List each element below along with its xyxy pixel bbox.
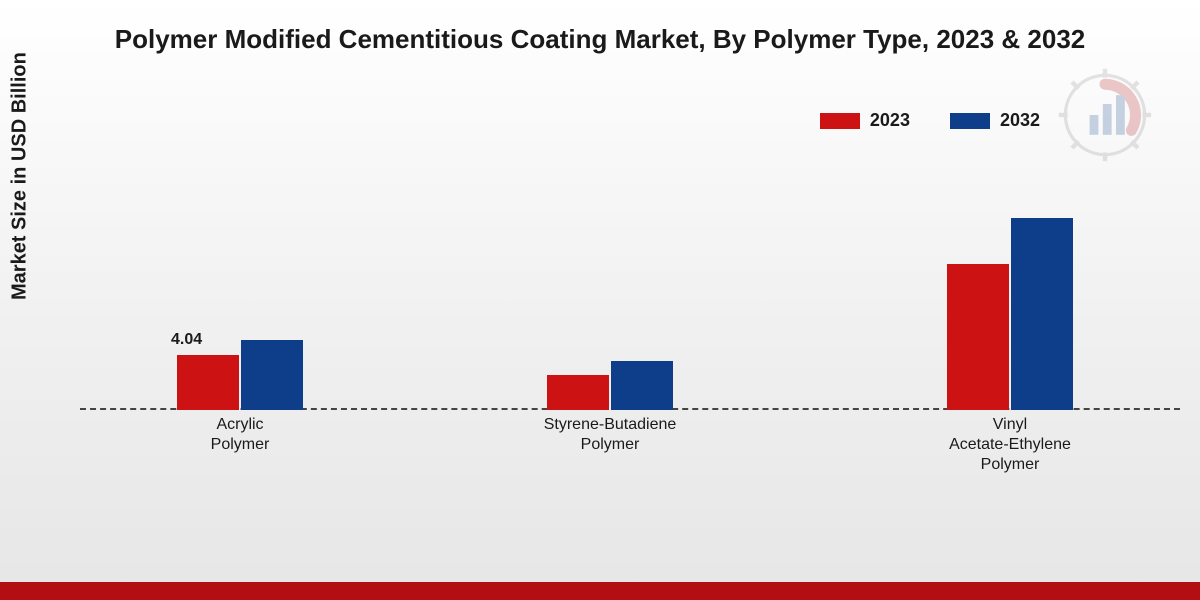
xlabel-line: Polymer	[211, 436, 270, 453]
xlabel-line: Acetate-Ethylene	[949, 436, 1071, 453]
bar-group-styrene	[547, 361, 673, 410]
x-axis-labels: Acrylic Polymer Styrene-Butadiene Polyme…	[80, 415, 1180, 475]
bar-group-acrylic: 4.04	[177, 340, 303, 410]
bar-2032	[241, 340, 303, 410]
bar-2032	[1011, 218, 1073, 410]
plot-area: 4.04	[80, 140, 1180, 410]
footer-accent-bar	[0, 582, 1200, 600]
xlabel-line: Styrene-Butadiene	[544, 416, 677, 433]
bar-2023	[947, 264, 1009, 410]
legend-swatch-2023	[820, 113, 860, 129]
xlabel-line: Vinyl	[993, 416, 1027, 433]
legend-item-2032: 2032	[950, 110, 1040, 131]
xlabel-styrene: Styrene-Butadiene Polymer	[490, 415, 730, 455]
bar-2032	[611, 361, 673, 410]
y-axis-label: Market Size in USD Billion	[9, 52, 32, 300]
bar-group-vinyl	[947, 218, 1073, 410]
xlabel-vinyl: Vinyl Acetate-Ethylene Polymer	[890, 415, 1130, 475]
legend-swatch-2032	[950, 113, 990, 129]
xlabel-line: Polymer	[581, 436, 640, 453]
xlabel-line: Polymer	[981, 456, 1040, 473]
watermark-logo-icon	[1050, 60, 1160, 170]
bar-2023	[547, 375, 609, 410]
bar-2023	[177, 355, 239, 410]
legend: 2023 2032	[820, 110, 1040, 131]
legend-label-2023: 2023	[870, 110, 910, 131]
legend-label-2032: 2032	[1000, 110, 1040, 131]
xlabel-acrylic: Acrylic Polymer	[120, 415, 360, 455]
legend-item-2023: 2023	[820, 110, 910, 131]
bar-value-label: 4.04	[171, 331, 202, 349]
chart-title: Polymer Modified Cementitious Coating Ma…	[0, 24, 1200, 55]
xlabel-line: Acrylic	[216, 416, 263, 433]
